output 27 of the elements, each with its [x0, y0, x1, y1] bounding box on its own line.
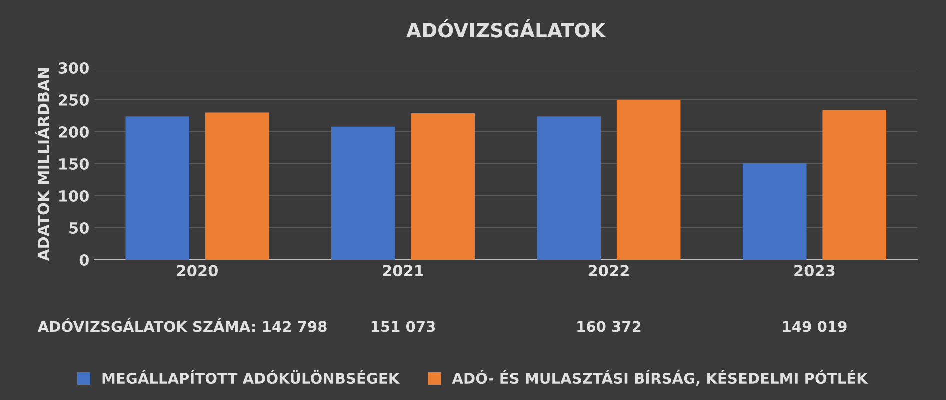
y-tick-label: 100 [60, 190, 90, 202]
x-tick-label: 2020 [177, 265, 218, 277]
y-tick-label: 200 [59, 126, 90, 138]
y-tick-label: 300 [58, 62, 90, 74]
y-tick-label: 250 [59, 94, 90, 106]
bar [742, 163, 807, 260]
bar [411, 113, 475, 260]
y-axis-title: ADATOK MILLIÁRDBAN [34, 68, 50, 262]
bar [331, 126, 396, 260]
text: 149 019 [783, 321, 847, 332]
bar [205, 112, 270, 260]
text: 151 073 [372, 321, 436, 332]
bar [616, 100, 681, 260]
text: 160 372 [578, 321, 641, 332]
x-tick-label: 2023 [794, 265, 835, 277]
legend-label: ADÓ- ÉS MULASZTÁSI BÍRSÁG, KÉSEDELMI PÓTLÉK [452, 370, 868, 386]
bar [126, 116, 190, 260]
x-tick-label: 2021 [383, 265, 424, 277]
chart-title: ADÓVIZSGÁLATOK [406, 19, 606, 38]
legend-label: MEGÁLLAPÍTOTT ADÓKÜLÖNBSÉGEK [102, 370, 400, 384]
y-tick-label: 50 [70, 222, 90, 234]
bar [822, 110, 886, 260]
y-tick-label: 0 [80, 254, 90, 266]
x-tick-label: 2022 [588, 265, 629, 277]
y-tick-label: 150 [60, 158, 90, 170]
text: ADÓVIZSGÁLATOK SZÁMA: 142 798 [38, 318, 327, 332]
bar [537, 116, 602, 260]
